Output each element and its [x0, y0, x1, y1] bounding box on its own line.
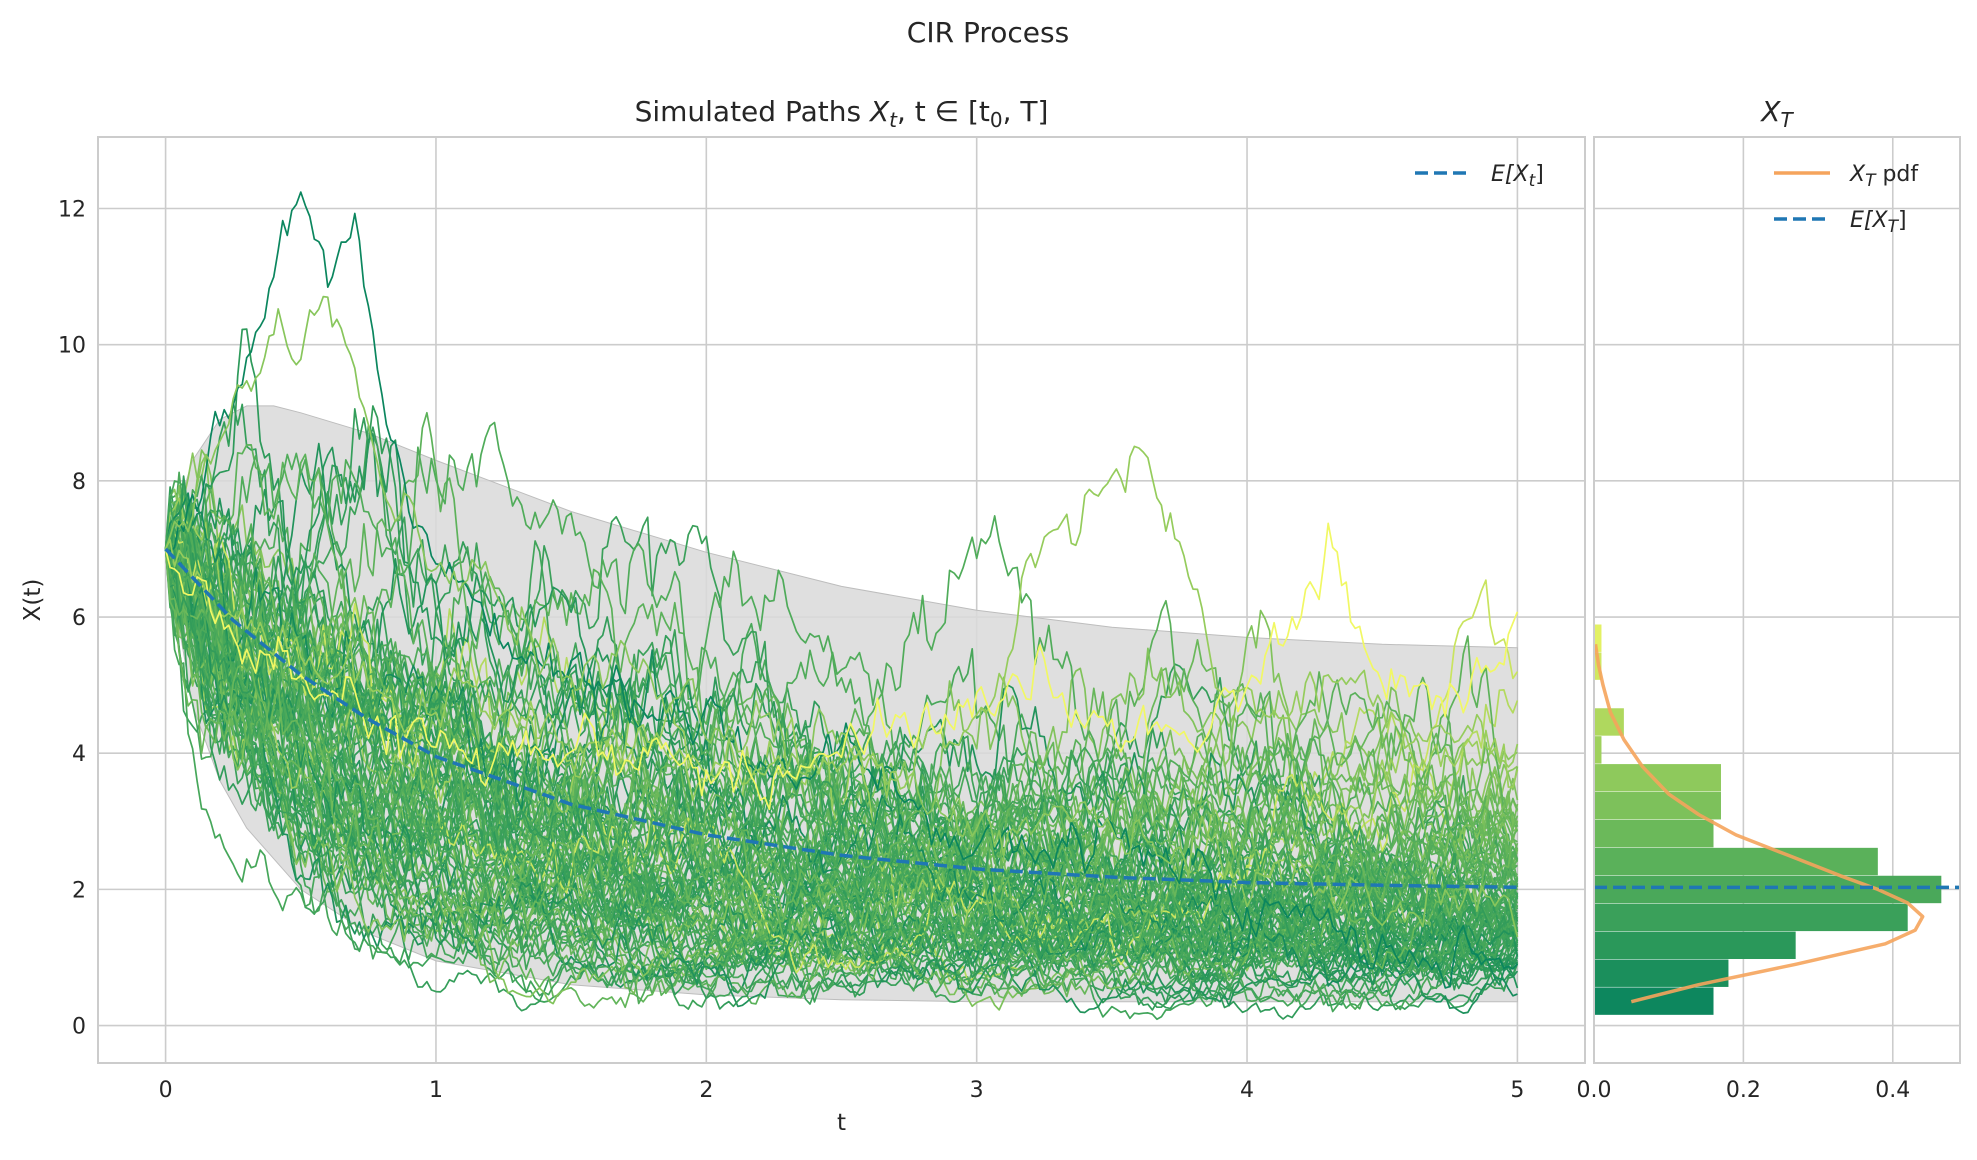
x-tick-label: 1 [429, 1078, 443, 1103]
title-prefix: Simulated Paths [635, 95, 870, 128]
histogram-bar [1594, 931, 1796, 960]
legend-terminal-mean-label: E[XT] [1850, 208, 1907, 237]
title-math: X [868, 95, 890, 128]
x-tick-label: 0 [159, 1078, 173, 1103]
simulated-path [164, 548, 1519, 947]
simulated-path [164, 548, 1519, 981]
expected-value-line [164, 547, 1518, 890]
title-mid: , t ∈ [t [897, 95, 990, 128]
simulated-path [164, 421, 1519, 904]
paths-legend: E[Xt] [1415, 162, 1544, 191]
histogram-bar [1594, 764, 1721, 792]
legend-tmean-base: E[X [1850, 208, 1888, 233]
histogram-bar [1594, 847, 1878, 876]
legend-mean-label: E[Xt] [1491, 162, 1544, 191]
histogram-bar [1594, 875, 1942, 904]
x-tick-label: 5 [1510, 1078, 1524, 1103]
histogram-bar [1594, 624, 1602, 652]
title-sub2: 0 [990, 108, 1003, 132]
terminal-axes-title: XT [1759, 95, 1794, 132]
highlighted-path [165, 191, 1519, 989]
legend-pdf-sub: T [1865, 171, 1877, 191]
x-tick-label: 4 [1240, 1078, 1254, 1103]
figure-suptitle: CIR Process [907, 16, 1069, 49]
simulated-path [164, 548, 1519, 992]
terminal-legend: XT pdf E[XT] [1774, 162, 1919, 237]
terminal-title-math: X [1759, 95, 1781, 128]
simulated-path [164, 548, 1519, 1010]
y-tick-label: 2 [72, 878, 86, 903]
simulated-path [164, 511, 1519, 1005]
y-tick-label: 6 [72, 606, 86, 631]
legend-pdf-label: XT pdf [1849, 162, 1919, 191]
y-tick-label: 8 [72, 470, 86, 495]
simulated-path [164, 539, 1519, 983]
x-axis-label: t [837, 1110, 846, 1136]
highlighted-path [164, 295, 1519, 938]
title-suffix: , T] [1003, 95, 1049, 128]
pdf-curve [1593, 644, 1925, 1004]
histogram-bar [1594, 987, 1714, 1015]
legend-mean-end: ] [1535, 162, 1544, 187]
legend-mean-base: E[X [1491, 162, 1529, 187]
simulated-path [164, 539, 1519, 1010]
paths-x-ticks: 0 1 2 3 4 5 [159, 1078, 1525, 1103]
paths-y-ticks: 0 2 4 6 8 10 12 [58, 197, 86, 1039]
simulated-path [165, 539, 1518, 1014]
x-tick-label: 2 [699, 1078, 713, 1103]
histogram-bar [1594, 819, 1714, 848]
y-axis-label: X(t) [20, 579, 46, 622]
histogram-bars [1594, 624, 1942, 1015]
y-tick-label: 4 [72, 742, 86, 767]
legend-tmean-end: ] [1898, 208, 1907, 233]
paths-axes-frame [97, 136, 1586, 1064]
y-tick-label: 0 [72, 1015, 86, 1040]
legend-tmean-sub: T [1888, 217, 1900, 237]
legend-pdf-base: X [1849, 162, 1866, 187]
histogram-bar [1594, 736, 1602, 764]
highlighted-path [164, 522, 1519, 811]
simulated-path [164, 548, 1519, 947]
terminal-x-tick-label: 0.4 [1875, 1078, 1910, 1103]
terminal-x-tick-label: 0.0 [1577, 1078, 1612, 1103]
y-tick-label: 10 [58, 334, 86, 359]
terminal-axes-frame [1593, 136, 1961, 1064]
simulated-path [165, 542, 1519, 989]
terminal-title-sub: T [1780, 108, 1794, 132]
x-tick-label: 3 [970, 1078, 984, 1103]
simulated-paths [164, 191, 1519, 1021]
terminal-x-tick-label: 0.2 [1726, 1078, 1761, 1103]
histogram-bar [1594, 903, 1908, 932]
legend-pdf-end: pdf [1875, 162, 1919, 187]
title-sub: t [889, 108, 898, 132]
terminal-x-ticks: 0.0 0.2 0.4 [1577, 1078, 1911, 1103]
legend-mean-sub: t [1529, 171, 1537, 191]
simulated-path [164, 548, 1518, 998]
paths-axes-title: Simulated Paths Xt, t ∈ [t0, T] [635, 95, 1049, 132]
highlighted-path [164, 445, 1519, 801]
simulated-path [164, 548, 1519, 970]
terminal-distribution-axes: 0.0 0.2 0.4 XT XT pdf E[XT] [1577, 95, 1961, 1103]
y-tick-label: 12 [58, 197, 86, 222]
simulated-path [164, 546, 1518, 958]
